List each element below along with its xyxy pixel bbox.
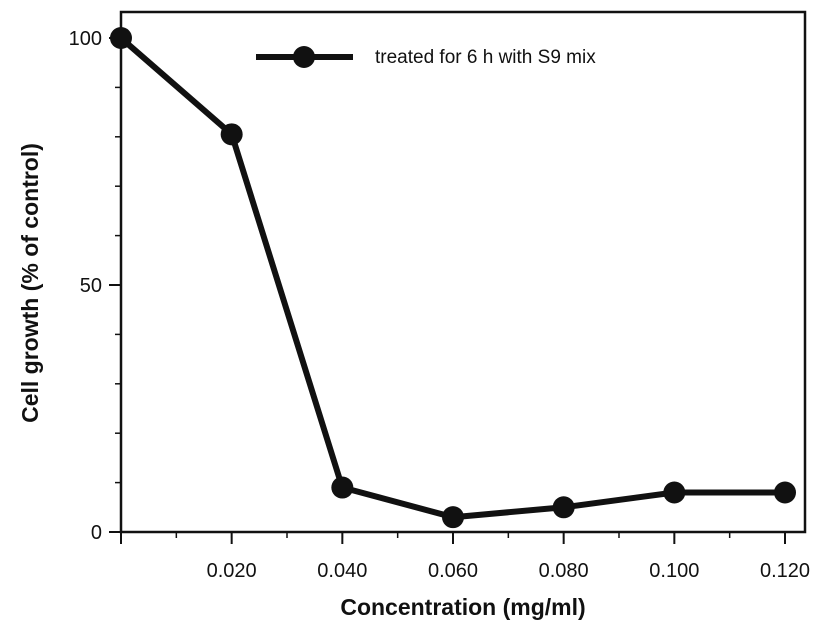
y-tick-label: 50 bbox=[80, 275, 102, 297]
minor-ticks bbox=[115, 86, 786, 538]
data-point bbox=[552, 496, 575, 519]
series-lines bbox=[119, 35, 785, 521]
data-point bbox=[774, 481, 796, 504]
series-line bbox=[119, 35, 785, 521]
legend-label: treated for 6 h with S9 mix bbox=[375, 47, 596, 68]
y-axis-title: Cell growth (% of control) bbox=[17, 143, 43, 423]
y-tick-label: 100 bbox=[69, 28, 102, 50]
x-tick-label: 0.060 bbox=[428, 560, 478, 582]
tick-labels: 0.020 0.040 0.060 0.080 0.100 0.120 0 50 100 bbox=[69, 28, 810, 582]
data-point bbox=[442, 506, 464, 529]
legend: treated for 6 h with S9 mix bbox=[256, 46, 596, 68]
x-axis-title: Concentration (mg/ml) bbox=[340, 594, 585, 620]
data-markers bbox=[110, 27, 796, 529]
data-point bbox=[663, 481, 686, 504]
data-point bbox=[331, 476, 354, 499]
x-tick-label: 0.080 bbox=[539, 560, 589, 582]
y-tick-label: 0 bbox=[91, 522, 102, 544]
x-tick-label: 0.020 bbox=[207, 560, 257, 582]
data-point bbox=[220, 123, 243, 146]
x-tick-label: 0.120 bbox=[760, 560, 810, 582]
data-point bbox=[110, 27, 132, 49]
plot-frame bbox=[119, 10, 807, 534]
x-tick-label: 0.100 bbox=[649, 560, 699, 582]
x-tick-label: 0.040 bbox=[317, 560, 367, 582]
legend-marker-swatch bbox=[293, 46, 315, 68]
